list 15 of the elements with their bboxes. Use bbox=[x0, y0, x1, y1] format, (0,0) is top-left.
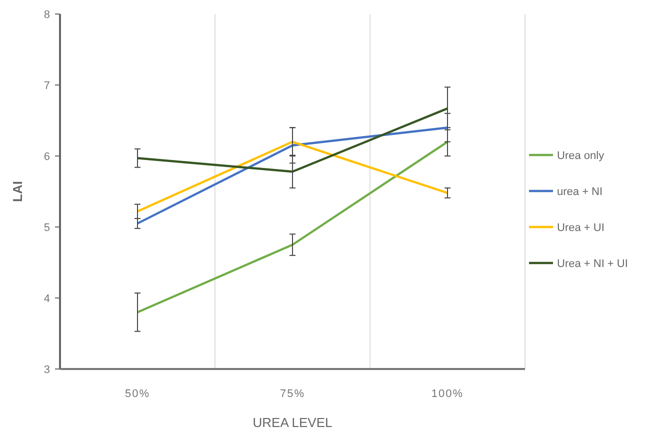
x-tick-label: 50% bbox=[124, 388, 150, 400]
legend-label: Urea + UI bbox=[557, 222, 604, 234]
y-axis-title: LAI bbox=[10, 181, 25, 202]
y-tick-label: 8 bbox=[44, 8, 50, 21]
x-axis-title: UREA LEVEL bbox=[252, 415, 332, 430]
x-tick-label: 100% bbox=[431, 388, 464, 400]
x-tick-label: 75% bbox=[280, 388, 306, 400]
y-tick-label: 4 bbox=[44, 292, 50, 305]
y-tick-label: 3 bbox=[44, 364, 50, 376]
legend-label: urea + NI bbox=[557, 186, 603, 198]
y-tick-label: 5 bbox=[44, 222, 50, 234]
legend-label: Urea only bbox=[557, 150, 605, 162]
y-tick-label: 7 bbox=[44, 80, 50, 92]
y-tick-label: 6 bbox=[44, 150, 50, 163]
legend-label: Urea + NI + UI bbox=[557, 258, 628, 270]
